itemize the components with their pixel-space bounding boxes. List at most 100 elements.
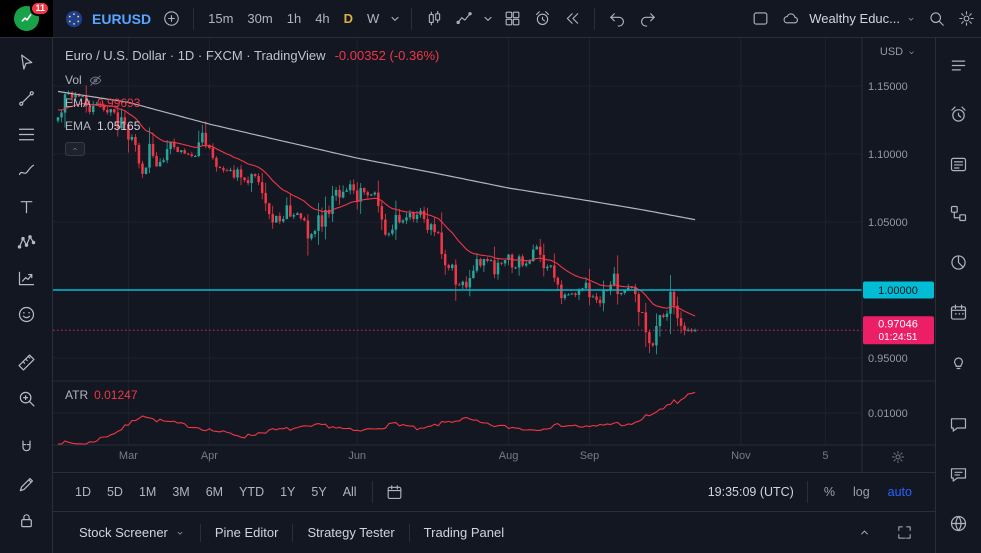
fib-retracement-icon[interactable]	[9, 118, 43, 150]
cloud-save-icon[interactable]	[775, 5, 805, 33]
svg-text:5: 5	[822, 450, 828, 462]
settings-icon[interactable]	[951, 5, 981, 33]
emoji-icon[interactable]	[9, 298, 43, 330]
indicators-icon[interactable]	[449, 5, 479, 33]
svg-text:Jun: Jun	[348, 450, 366, 462]
range-all[interactable]: All	[335, 479, 365, 505]
range-1y[interactable]: 1Y	[272, 479, 303, 505]
tab-strategy-tester[interactable]: Strategy Tester	[293, 512, 408, 553]
news-icon[interactable]	[940, 145, 978, 184]
range-5d[interactable]: 5D	[99, 479, 131, 505]
goto-date-icon[interactable]	[380, 478, 410, 506]
chevron-up-icon[interactable]	[849, 519, 879, 547]
bottom-panel-actions	[849, 519, 923, 547]
interval-15m[interactable]: 15m	[201, 6, 240, 32]
help-icon[interactable]	[940, 504, 978, 543]
object-tree-icon[interactable]	[940, 194, 978, 233]
interval-buttons: 15m 30m 1h 4h D W	[201, 6, 386, 32]
chart-area[interactable]: 1.15000 1.10000 1.05000 0.95000 0.01000 Mar Ap…	[53, 38, 935, 472]
private-chat-icon[interactable]	[940, 405, 978, 444]
svg-text:1.05000: 1.05000	[868, 217, 908, 229]
magnet-icon[interactable]	[9, 432, 43, 464]
interval-30m[interactable]: 30m	[240, 6, 279, 32]
cursor-icon[interactable]	[9, 46, 43, 78]
layouts-icon[interactable]	[745, 5, 775, 33]
lock-all-icon[interactable]	[9, 504, 43, 536]
history-group	[602, 5, 662, 33]
percent-scale-button[interactable]: %	[815, 479, 844, 505]
range-3m[interactable]: 3M	[164, 479, 197, 505]
tab-divider	[199, 523, 201, 542]
auto-scale-button[interactable]: auto	[879, 479, 921, 505]
chevron-down-icon[interactable]	[479, 5, 497, 33]
ema-slow-legend[interactable]: EMA 1.05165	[65, 116, 439, 136]
time-axis-settings-icon[interactable]	[888, 447, 908, 467]
indicator-templates-icon[interactable]	[497, 5, 527, 33]
chart-legend: Euro / U.S. Dollar · 1D · FXCM · Trading…	[65, 48, 439, 156]
interval-w[interactable]: W	[360, 6, 386, 32]
account-menu-button[interactable]: Wealthy Educ...	[805, 5, 921, 33]
logo-button[interactable]: 11	[0, 0, 53, 37]
alert-icon[interactable]	[527, 5, 557, 33]
tab-stock-screener[interactable]: Stock Screener	[65, 512, 200, 553]
eye-slash-icon[interactable]	[88, 73, 103, 88]
drawing-mode-icon[interactable]	[9, 468, 43, 500]
tab-label: Strategy Tester	[307, 525, 395, 540]
svg-text:Nov: Nov	[731, 450, 751, 462]
undo-icon[interactable]	[602, 5, 632, 33]
compare-symbol-icon[interactable]	[156, 5, 186, 33]
price-chart-canvas[interactable]: 1.15000 1.10000 1.05000 0.95000 0.01000 Mar Ap…	[53, 38, 935, 472]
clock-button[interactable]: 19:35:09 (UTC)	[702, 479, 800, 505]
measure-icon[interactable]	[9, 346, 43, 378]
interval-4h[interactable]: 4h	[308, 6, 336, 32]
economic-calendar-icon[interactable]	[940, 292, 978, 331]
zoom-in-icon[interactable]	[9, 382, 43, 414]
public-chat-icon[interactable]	[940, 454, 978, 493]
range-1d[interactable]: 1D	[67, 479, 99, 505]
brush-icon[interactable]	[9, 154, 43, 186]
maximize-icon[interactable]	[889, 519, 919, 547]
range-6m[interactable]: 6M	[198, 479, 231, 505]
xabcd-pattern-icon[interactable]	[9, 226, 43, 258]
volume-label: Vol	[65, 73, 82, 87]
interval-1h[interactable]: 1h	[280, 6, 308, 32]
interval-menu-chevron-icon[interactable]	[386, 5, 404, 33]
search-icon[interactable]	[921, 5, 951, 33]
interval-d[interactable]: D	[337, 6, 360, 32]
currency-dropdown[interactable]: USD	[863, 46, 934, 58]
watchlist-icon[interactable]	[940, 46, 978, 85]
ema-fast-legend[interactable]: EMA 0.99693	[65, 93, 439, 113]
tab-divider	[408, 523, 410, 542]
top-toolbar: 11 EURUSD 15m 30m 1h 4h D W Wealthy Educ...	[0, 0, 981, 38]
tab-trading-panel[interactable]: Trading Panel	[410, 512, 518, 553]
candles-style-icon[interactable]	[419, 5, 449, 33]
drawing-toolbar	[0, 38, 53, 553]
tab-pine-editor[interactable]: Pine Editor	[201, 512, 293, 553]
hotlists-icon[interactable]	[940, 243, 978, 282]
atr-legend[interactable]: ATR 0.01247	[65, 388, 138, 402]
notification-badge[interactable]: 11	[30, 0, 50, 16]
svg-text:1.00000: 1.00000	[878, 285, 918, 297]
currency-chevron-icon	[906, 47, 917, 58]
volume-legend[interactable]: Vol	[65, 70, 439, 90]
redo-icon[interactable]	[632, 5, 662, 33]
chart-tools-group	[419, 5, 587, 33]
svg-text:Apr: Apr	[201, 450, 218, 462]
chart-title[interactable]: Euro / U.S. Dollar · 1D · FXCM · Trading…	[65, 48, 326, 63]
chart-title-row[interactable]: Euro / U.S. Dollar · 1D · FXCM · Trading…	[65, 48, 439, 63]
toolbar-divider	[371, 481, 373, 503]
trend-line-icon[interactable]	[9, 82, 43, 114]
global-actions-group	[921, 5, 981, 33]
collapse-indicators-button[interactable]	[65, 142, 85, 156]
text-icon[interactable]	[9, 190, 43, 222]
range-ytd[interactable]: YTD	[231, 479, 272, 505]
ideas-icon[interactable]	[940, 342, 978, 381]
bar-replay-icon[interactable]	[557, 5, 587, 33]
range-5y[interactable]: 5Y	[303, 479, 334, 505]
range-1m[interactable]: 1M	[131, 479, 164, 505]
alerts-icon[interactable]	[940, 95, 978, 134]
forecast-icon[interactable]	[9, 262, 43, 294]
symbol-search-button[interactable]: EURUSD	[87, 5, 156, 33]
log-scale-button[interactable]: log	[844, 479, 879, 505]
